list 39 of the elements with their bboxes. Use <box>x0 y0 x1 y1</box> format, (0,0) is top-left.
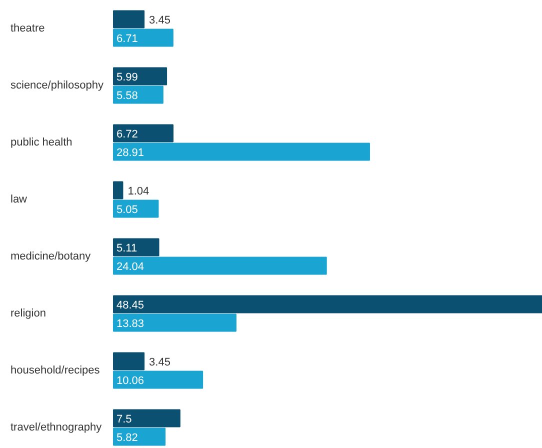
bar <box>113 10 145 28</box>
data-label: 24.04 <box>116 260 144 273</box>
bar <box>113 238 160 256</box>
data-label: 10.06 <box>116 374 144 387</box>
y-tick-label: public health <box>10 136 72 148</box>
bar <box>113 28 174 47</box>
y-tick-label: theatre <box>10 22 45 34</box>
y-tick-label: science/philosophy <box>10 80 104 92</box>
bar <box>113 142 370 161</box>
y-tick-label: religion <box>10 308 46 320</box>
bar <box>113 86 164 104</box>
bar <box>113 295 542 314</box>
data-label: 3.45 <box>149 356 170 368</box>
bar <box>113 181 124 200</box>
y-tick-label: medicine/botany <box>10 250 92 262</box>
bar <box>113 314 236 332</box>
bar <box>113 124 174 142</box>
data-label: 3.45 <box>149 14 170 26</box>
bar <box>113 428 166 446</box>
data-label: 6.71 <box>116 32 138 45</box>
data-label: 48.45 <box>116 299 144 312</box>
bar <box>113 67 168 86</box>
data-label: 1.04 <box>128 185 150 198</box>
bar <box>113 370 204 389</box>
data-label: 5.82 <box>116 432 138 444</box>
data-label: 28.91 <box>116 146 144 159</box>
data-label: 13.83 <box>116 318 144 330</box>
y-tick-label: law <box>10 194 28 206</box>
data-label: 5.05 <box>116 204 138 216</box>
y-tick-label: household/recipes <box>10 364 100 376</box>
bar <box>113 256 327 275</box>
data-label: 6.72 <box>116 128 138 140</box>
bar <box>113 409 180 428</box>
data-label: 7.5 <box>116 413 132 426</box>
data-label: 5.11 <box>116 242 138 254</box>
data-label: 5.58 <box>116 90 138 102</box>
bar <box>113 352 145 370</box>
y-tick-label: travel/ethnography <box>10 422 102 434</box>
data-label: 5.99 <box>116 71 138 84</box>
